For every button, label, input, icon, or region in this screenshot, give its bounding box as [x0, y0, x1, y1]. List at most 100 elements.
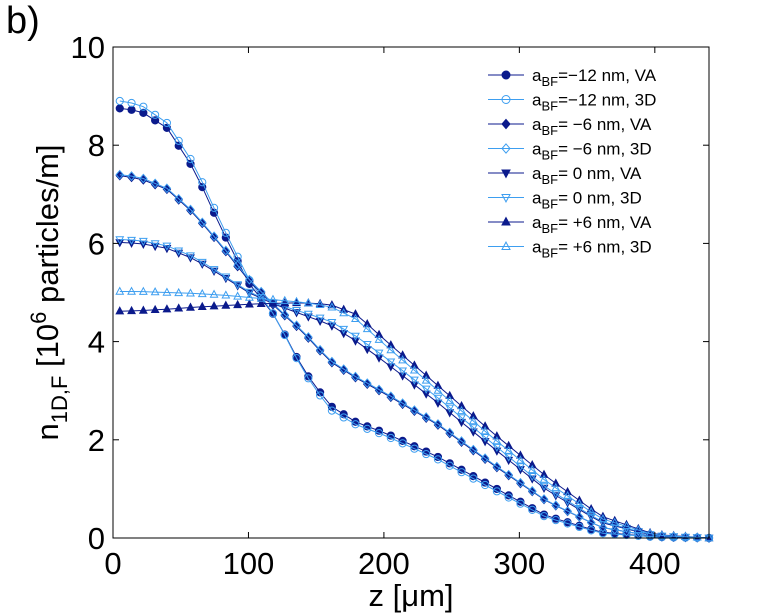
series-4-point	[433, 419, 443, 429]
series-2-point	[139, 102, 148, 111]
series-4-point	[480, 453, 490, 464]
series-2-point	[504, 493, 513, 502]
y-tick-label: 0	[88, 521, 105, 556]
series-4-point	[598, 522, 608, 533]
series-2-point	[351, 420, 360, 429]
series-8-point	[468, 416, 478, 425]
legend-label-part: = −6 nm, 3D	[558, 140, 652, 159]
series-7-point	[362, 319, 372, 328]
series-7-point	[233, 299, 243, 309]
series-2-point	[398, 439, 407, 448]
series-7-point	[209, 301, 219, 310]
series-5-point	[362, 345, 372, 355]
series-8-point	[197, 288, 207, 298]
series-7-point	[197, 301, 207, 310]
series-7-point	[421, 370, 431, 379]
series-8-point	[622, 521, 631, 530]
legend-label-part: = 0 nm, 3D	[558, 189, 642, 208]
series-6-point	[527, 472, 537, 482]
series-6-point	[492, 443, 502, 453]
series-3-point	[209, 232, 219, 243]
series-6-point	[150, 240, 160, 249]
series-2-point	[374, 429, 384, 438]
series-4-point	[610, 524, 619, 535]
series-8-point	[315, 299, 325, 309]
series-8-point	[233, 291, 243, 300]
series-3-point	[327, 357, 337, 368]
series-7-point	[480, 421, 490, 430]
series-6-point	[421, 385, 431, 394]
series-4-point	[398, 398, 407, 409]
series-4-point	[233, 260, 242, 271]
series-2-point	[516, 499, 525, 508]
series-8-point	[268, 294, 278, 303]
y-axis-label-part: particles/m]	[30, 144, 65, 311]
series-6-point	[433, 394, 443, 403]
series-2-point	[422, 449, 431, 459]
series-8-point	[563, 490, 573, 500]
y-axis-label-part: 1D,F	[47, 376, 72, 424]
series-8-point	[586, 506, 596, 516]
legend-label-part: BF	[541, 246, 558, 261]
y-tick-label: 6	[88, 226, 105, 261]
series-4-point	[575, 511, 584, 522]
series-8-point	[504, 445, 514, 454]
series-8-point	[351, 313, 360, 323]
series-8-point	[303, 298, 313, 307]
series-4-point	[115, 169, 125, 180]
series-6-point	[374, 349, 384, 358]
series-6-point	[480, 434, 490, 443]
series-line-4	[119, 174, 710, 539]
legend-label-7: aBF= +6 nm, VA	[532, 213, 652, 236]
series-5-point	[374, 354, 384, 363]
legend-label-part: BF	[541, 221, 558, 236]
series-2-point	[198, 178, 207, 187]
series-6-point	[221, 273, 231, 282]
series-7-point	[150, 304, 160, 314]
series-6-point	[409, 376, 419, 385]
series-7-point	[386, 340, 396, 349]
series-8-point	[115, 286, 125, 295]
series-3-point	[292, 321, 301, 332]
y-tick-label: 10	[71, 30, 105, 65]
y-axis-label-part: [10	[30, 324, 65, 376]
legend-label-part: a	[532, 164, 542, 183]
series-line-7	[119, 302, 710, 539]
series-2-point	[445, 461, 454, 470]
y-axis-label: n1D,F [106 particles/m]	[26, 144, 72, 440]
series-7-point	[374, 329, 384, 338]
series-4-point	[162, 183, 172, 194]
series-3-point	[245, 276, 254, 287]
series-5-point	[421, 390, 431, 399]
legend-label-part: a	[532, 189, 542, 208]
legend-label-part: =−12 nm, 3D	[558, 91, 656, 110]
series-2-point	[209, 203, 219, 212]
series-2-point	[575, 522, 584, 532]
series-8-point	[150, 287, 160, 296]
x-tick-label: 300	[493, 546, 545, 581]
x-tick-label: 400	[629, 546, 681, 581]
series-5-point	[351, 337, 360, 346]
series-4-point	[315, 344, 325, 355]
series-7-point	[221, 300, 231, 309]
plot-frame	[112, 46, 710, 539]
series-6-point	[339, 325, 349, 335]
series-5-point	[445, 409, 455, 418]
series-8-point	[292, 296, 301, 305]
series-8-point	[327, 302, 337, 311]
series-2-point	[327, 406, 336, 415]
x-tick-label: 100	[223, 546, 275, 581]
series-4-point	[516, 477, 525, 488]
series-4-point	[351, 371, 360, 382]
series-4-point	[221, 245, 231, 256]
series-6-point	[233, 281, 243, 290]
legend-label-part: =−12 nm, VA	[558, 66, 657, 85]
legend-label-part: BF	[541, 74, 558, 89]
series-8-point	[221, 290, 231, 299]
series-6-point	[209, 266, 219, 275]
series-8-point	[551, 482, 561, 492]
series-2-point	[410, 444, 419, 453]
series-8-point	[138, 286, 148, 295]
series-2-point	[162, 118, 172, 128]
legend-label-1: aBF=−12 nm, VA	[532, 66, 657, 89]
